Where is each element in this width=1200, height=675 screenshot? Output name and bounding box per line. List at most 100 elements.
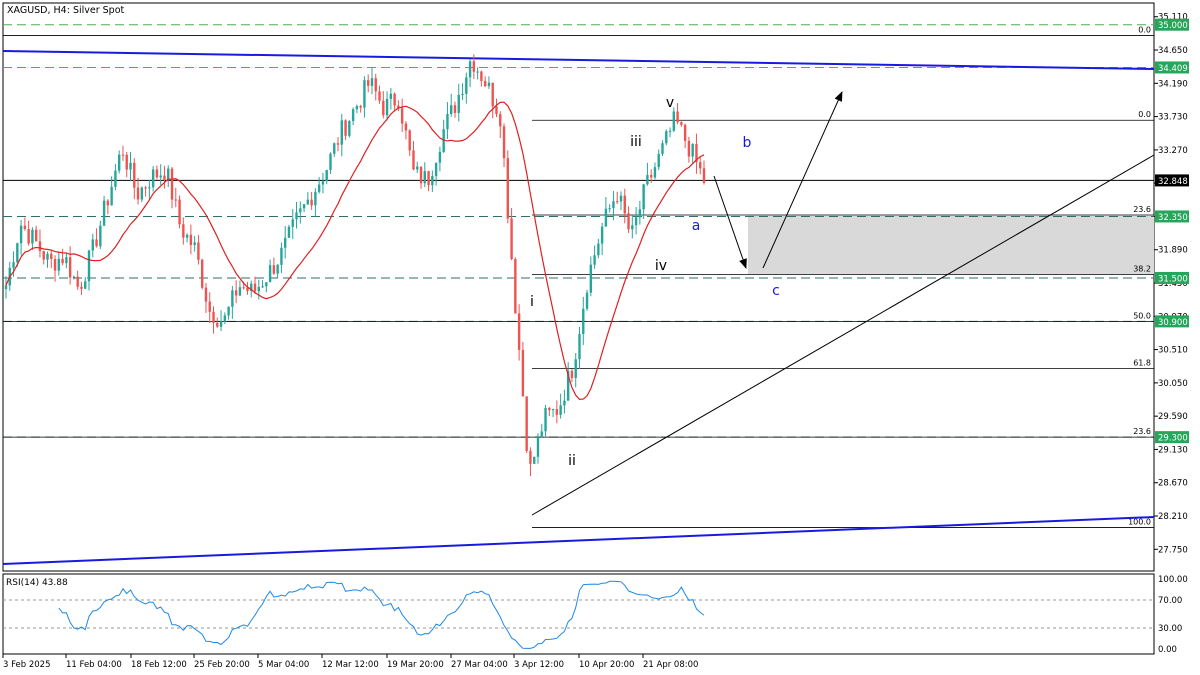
- candle-body: [68, 257, 72, 278]
- candle: [536, 433, 540, 464]
- candle-body: [268, 265, 272, 283]
- moving-average-line: [5, 101, 705, 401]
- candle-body: [593, 255, 596, 265]
- candle-body: [50, 253, 53, 260]
- candle: [657, 149, 660, 171]
- candle: [200, 258, 204, 290]
- price-label-box: [1155, 431, 1189, 444]
- candle-body: [687, 140, 691, 157]
- candle: [110, 176, 113, 206]
- candle-body: [385, 98, 389, 116]
- candle-body: [397, 105, 400, 109]
- x-tick-label: 3 Apr 12:00: [514, 660, 564, 670]
- price-axis[interactable]: 35.11034.65034.19033.73033.27032.81032.3…: [1154, 13, 1189, 556]
- candle: [204, 283, 208, 313]
- candle-body: [38, 241, 42, 252]
- candle: [16, 242, 19, 267]
- candle: [284, 226, 287, 259]
- candle-body: [363, 80, 366, 108]
- y-tick-label: 30.050: [1158, 379, 1188, 389]
- candle-body: [487, 82, 491, 87]
- candle: [582, 296, 585, 346]
- candle-body: [661, 143, 664, 154]
- candle-body: [280, 247, 283, 265]
- candle-body: [238, 287, 242, 296]
- candle-body: [419, 166, 423, 184]
- candle: [182, 217, 185, 245]
- candle: [310, 191, 313, 210]
- candle-body: [344, 120, 347, 136]
- candle: [389, 88, 393, 110]
- candle: [65, 252, 68, 269]
- candle: [133, 158, 136, 200]
- price-label-text: 30.900: [1158, 318, 1188, 328]
- wave-label-b: b: [743, 135, 752, 151]
- x-tick-label: 3 Feb 2025: [3, 660, 51, 670]
- candle-body: [465, 77, 468, 94]
- y-tick-label: 34.650: [1158, 46, 1188, 56]
- candle: [563, 389, 566, 414]
- candle-body: [566, 370, 570, 401]
- candle-body: [295, 212, 298, 220]
- candle: [99, 220, 102, 250]
- main-pane: [2, 2, 1155, 572]
- candle-body: [84, 281, 87, 289]
- candle-body: [167, 168, 170, 180]
- candle: [604, 197, 608, 227]
- candle-body: [702, 168, 706, 183]
- candle: [185, 233, 189, 243]
- candle: [121, 145, 125, 161]
- candle: [687, 136, 691, 163]
- time-axis[interactable]: 3 Feb 2025 11 Feb 04:00 18 Feb 12:00 25 Feb…: [2, 654, 698, 670]
- candle-body: [412, 150, 415, 170]
- candle: [129, 151, 132, 182]
- candle-body: [370, 78, 374, 86]
- price-label-text: 32.848: [1158, 177, 1188, 187]
- x-tick-label: 27 Mar 04:00: [451, 660, 508, 670]
- candle: [174, 187, 177, 208]
- candle: [702, 160, 706, 185]
- candle: [238, 280, 242, 297]
- candle-body: [310, 199, 313, 206]
- candle: [76, 270, 79, 290]
- candle-body: [589, 264, 593, 293]
- candle-body: [612, 201, 615, 209]
- candle: [125, 151, 128, 178]
- candle-body: [117, 154, 121, 171]
- candle: [197, 234, 200, 265]
- candle-body: [555, 409, 559, 415]
- candle-body: [578, 334, 581, 360]
- candle-body: [649, 175, 653, 178]
- candle-body: [121, 154, 125, 156]
- upper-channel-line: [2, 50, 1155, 70]
- price-label-box: [1155, 315, 1189, 328]
- candle-body: [219, 321, 223, 327]
- candle-body: [340, 120, 343, 145]
- y-tick-label: 27.750: [1158, 545, 1188, 555]
- y-tick-label: 35.110: [1158, 13, 1188, 23]
- candle: [170, 167, 174, 209]
- candle: [46, 251, 49, 268]
- candle: [514, 257, 517, 314]
- candle-body: [529, 450, 532, 464]
- candle: [321, 172, 325, 194]
- candle: [23, 217, 27, 231]
- candle: [351, 107, 355, 126]
- candle-body: [253, 283, 257, 292]
- price-label-text: 31.500: [1158, 274, 1188, 284]
- candle: [412, 141, 415, 171]
- candle: [699, 157, 702, 175]
- candle-body: [42, 251, 45, 260]
- candle-body: [314, 191, 317, 206]
- candle-body: [19, 225, 23, 244]
- candle-body: [416, 166, 419, 170]
- candle: [140, 186, 144, 203]
- rsi-label: RSI(14) 43.88: [6, 578, 68, 588]
- y-tick-label: 31.430: [1158, 279, 1188, 289]
- candle: [457, 83, 460, 122]
- candle-body: [76, 276, 79, 287]
- candle: [178, 195, 181, 229]
- candle-body: [502, 126, 506, 159]
- candle-body: [359, 105, 362, 108]
